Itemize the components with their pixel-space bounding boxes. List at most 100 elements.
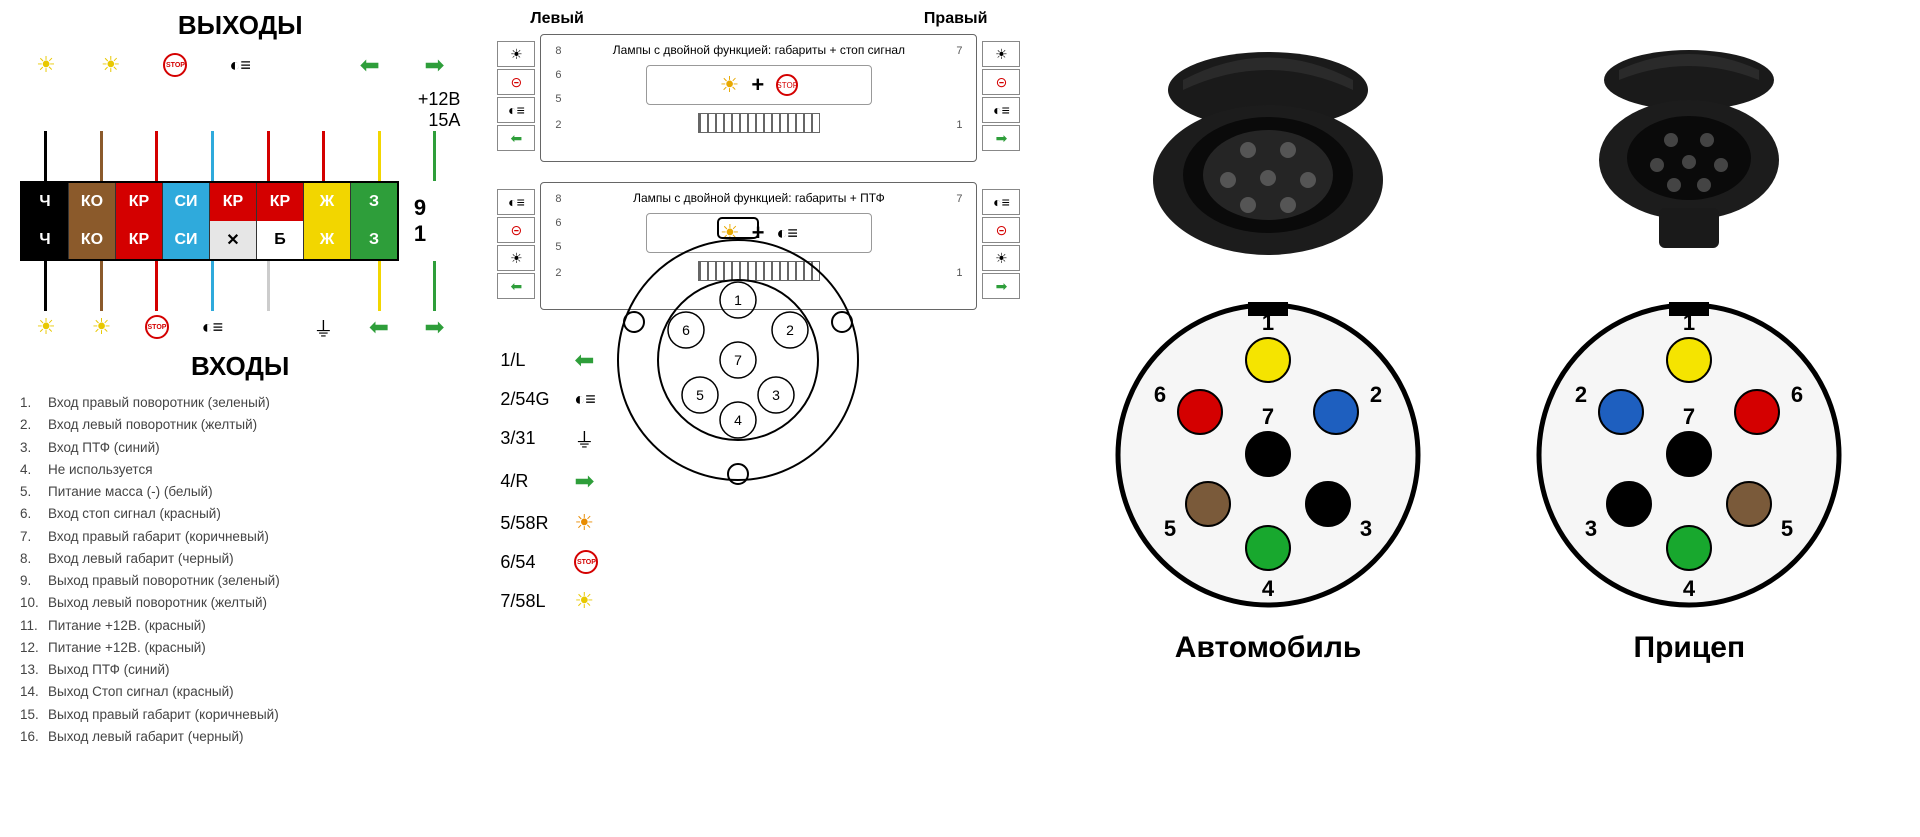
terminal-cell: З [351,183,397,221]
module1-right-icons: ☀ ⊝ ◐≡ ➡ [982,41,1020,151]
row-number-1: 1 [405,221,435,247]
legend-item: 15.Выход правый габарит (коричневый) [20,704,460,726]
wire [155,131,158,181]
arrow-green-left-icon: ⬅ [354,49,386,81]
legend-item: 16.Выход левый габарит (черный) [20,726,460,748]
photo-row [1057,40,1900,260]
terminal-cell: Б [257,221,304,259]
arrow-icon: ➡ [982,273,1020,299]
module1-combo: ☀ + STOP [646,65,872,105]
pin-legend: 1/L⬅2/54G◐≡3/31⏚4/R➡5/58R☀6/54STOP7/58L☀ [500,346,598,630]
wire [267,131,270,181]
pin-legend-row: 5/58R☀ [500,510,598,536]
terminal-cell: Ч [22,183,69,221]
svg-text:2: 2 [1575,382,1587,407]
legend-item: 12.Питание +12В. (красный) [20,637,460,659]
svg-text:4: 4 [735,412,743,428]
svg-text:4: 4 [1683,576,1696,601]
pin-legend-row: 2/54G◐≡ [500,389,598,410]
svg-text:5: 5 [1164,516,1176,541]
terminal-row-bottom: ЧКОКРСИ✕БЖЗ [22,221,397,259]
svg-text:3: 3 [1585,516,1597,541]
-icon [252,311,284,343]
top-icon-row: ☀☀STOP◐≡⬅➡ [20,49,460,81]
svg-text:3: 3 [1360,516,1372,541]
module2-right-icons: ◐≡ ⊝ ☀ ➡ [982,189,1020,299]
legend-item: 9.Выход правый поворотник (зеленый) [20,570,460,592]
fog-lamp-icon: ◐≡ [224,49,256,81]
sun-icon: ☀ [982,245,1020,271]
wire [378,261,381,311]
legend-item: 3.Вход ПТФ (синий) [20,437,460,459]
pin-legend-row: 3/31⏚ [500,424,598,453]
connector-strip [698,113,820,133]
bottom-wires [20,261,460,311]
wire [211,261,214,311]
terminal-cell: КР [210,183,257,221]
row-number-9: 9 [405,195,435,221]
fog-icon: ◐≡ [982,97,1020,123]
car-label: Автомобиль [1108,631,1428,665]
outputs-title: ВЫХОДЫ [20,10,460,41]
wire [433,131,436,181]
sun-icon: ☀ [720,72,740,98]
svg-text:6: 6 [1791,382,1803,407]
wire [44,131,47,181]
legend-item: 8.Вход левый габарит (черный) [20,548,460,570]
sun-icon: ☀ [982,41,1020,67]
svg-text:2: 2 [787,322,795,338]
arrow-green-left-icon: ⬅ [363,311,395,343]
arrow-icon: ⬅ [497,273,535,299]
legend-item: 6.Вход стоп сигнал (красный) [20,503,460,525]
stop-icon: ⊝ [497,217,535,243]
svg-text:3: 3 [773,387,781,403]
legend-item: 14.Выход Стоп сигнал (красный) [20,681,460,703]
fog-icon: ◐≡ [497,97,535,123]
fuse-label: +12В15A [20,89,460,131]
terminal-cell: З [351,221,397,259]
legend-item: 2.Вход левый поворотник (желтый) [20,414,460,436]
svg-text:1: 1 [1262,310,1274,335]
trailer-label: Прицеп [1529,631,1849,665]
svg-text:7: 7 [1683,404,1695,429]
module-panel: Левый Правый ☀ ⊝ ◐≡ ⬅ ☀ ⊝ ◐≡ ➡ Лампы с д… [480,0,1037,837]
svg-text:1: 1 [1683,310,1695,335]
plus-icon: + [751,72,764,98]
svg-text:7: 7 [735,352,743,368]
terminal-cell: КР [116,183,163,221]
terminal-block: ЧКОКРСИКРКРЖЗ ЧКОКРСИ✕БЖЗ [20,181,399,261]
stop-icon: ⊝ [982,69,1020,95]
arrow-green-right-icon: ➡ [418,311,450,343]
arrow-icon: ➡ [982,125,1020,151]
svg-text:5: 5 [1781,516,1793,541]
car-pinout: 1234567 Автомобиль [1108,300,1428,665]
terminal-panel: ВЫХОДЫ ☀☀STOP◐≡⬅➡ +12В15A ЧКОКРСИКРКРЖЗ … [0,0,480,837]
stop-red-icon: STOP [141,311,173,343]
svg-text:6: 6 [683,322,691,338]
wire [322,261,325,311]
stop-icon: ⊝ [982,217,1020,243]
arrow-icon: ⬅ [497,125,535,151]
pin-legend-row: 7/58L☀ [500,588,598,614]
sun-icon: ☀ [497,245,535,271]
socket-diagram: 1624537 [588,210,888,510]
legend-item: 11.Питание +12В. (красный) [20,615,460,637]
stop-red-icon: STOP [159,49,191,81]
socket-photo [1108,40,1428,260]
wiring-legend: 1.Вход правый поворотник (зеленый)2.Вход… [20,392,460,748]
top-wires [20,131,460,181]
module-1: ☀ ⊝ ◐≡ ⬅ ☀ ⊝ ◐≡ ➡ Лампы с двойной функци… [540,34,977,162]
legend-item: 1.Вход правый поворотник (зеленый) [20,392,460,414]
terminal-cell: КО [69,221,116,259]
terminal-row-top: ЧКОКРСИКРКРЖЗ [22,183,397,221]
legend-item: 13.Выход ПТФ (синий) [20,659,460,681]
sun-icon: ☀ [497,41,535,67]
wire [433,261,436,311]
bottom-icon-row: ☀☀STOP◐≡⏚⬅➡ [20,311,460,343]
svg-text:4: 4 [1262,576,1275,601]
wire [100,131,103,181]
terminal-cell: ✕ [210,221,257,259]
-icon [289,49,321,81]
legend-item: 4.Не используется [20,459,460,481]
trailer-pinout: 1 2 3 4 5 6 7 Прицеп [1529,300,1849,665]
